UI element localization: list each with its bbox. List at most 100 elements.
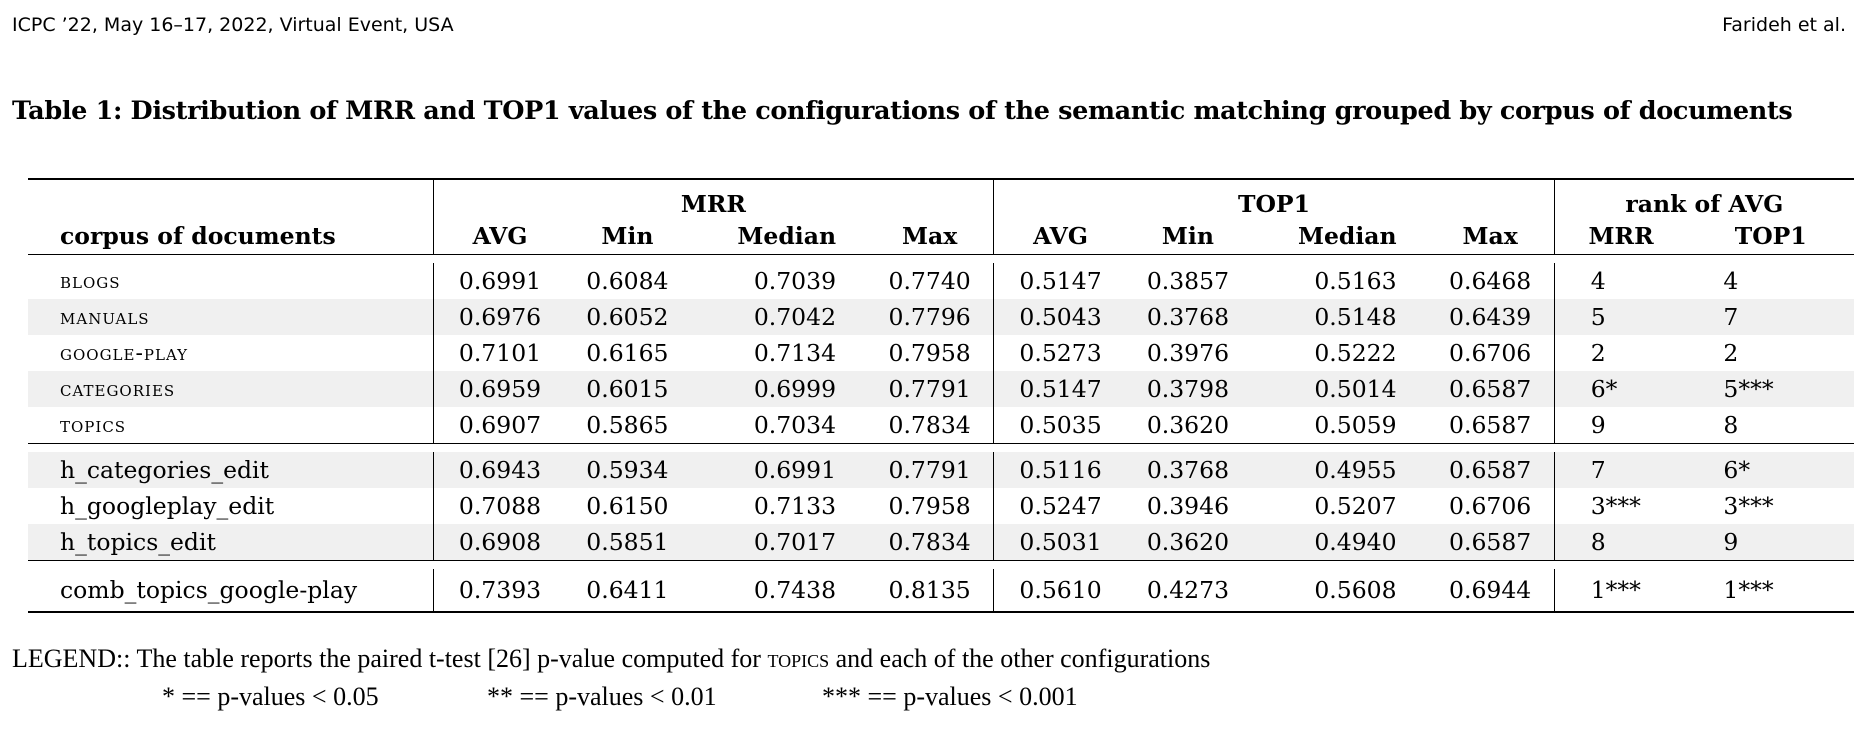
cell-mrr-min: 0.6052	[566, 299, 689, 335]
cell-top1-avg: 0.5147	[993, 371, 1127, 407]
cell-rank-mrr: 9	[1553, 407, 1688, 444]
cell-top1-median: 0.4955	[1248, 452, 1427, 488]
cell-mrr-min: 0.5934	[566, 452, 689, 488]
cell-top1-avg: 0.5147	[993, 263, 1127, 299]
cell-mrr-median: 0.7039	[753, 267, 837, 295]
cell-mrr-min: 0.6411	[586, 576, 669, 604]
table-group-edited-corpora: h_categories_edit 0.6943 0.5934 0.6991 0.779…	[28, 452, 1854, 561]
table-row: manuals 0.6976 0.6052 0.7042 0.7796 0.5043 0.3…	[28, 299, 1854, 335]
cell-mrr-max: 0.8135	[888, 576, 971, 604]
cell-mrr-max: 0.7834	[888, 411, 971, 439]
group-header-mrr: MRR	[432, 180, 994, 218]
cell-mrr-median: 0.6999	[688, 371, 867, 407]
cell-mrr-max: 0.7791	[866, 452, 994, 488]
table-row: blogs 0.6991 0.6084 0.7039 0.7740 0.5147 0.385…	[28, 263, 1854, 299]
cell-top1-avg: 0.5610	[993, 569, 1127, 612]
table-legend: LEGEND:: The table reports the paired t-…	[12, 640, 1210, 716]
cell-top1-avg: 0.5247	[993, 488, 1127, 524]
cell-top1-median: 0.4940	[1248, 524, 1427, 561]
table-row: comb_topics_google-play 0.7393 0.6411 0.743…	[28, 569, 1854, 612]
cell-mrr-median: 0.7438	[753, 576, 837, 604]
cell-corpus: h_topics_edit	[28, 524, 434, 561]
column-header-top1-median: Median	[1297, 222, 1397, 250]
cell-mrr-avg: 0.6959	[432, 371, 567, 407]
cell-mrr-avg: 0.6976	[432, 299, 567, 335]
cell-mrr-avg: 0.7101	[432, 335, 567, 371]
cell-top1-avg: 0.5273	[993, 335, 1127, 371]
cell-top1-min: 0.4273	[1146, 576, 1230, 604]
cell-rank-top1: 4	[1723, 267, 1739, 295]
cell-rank-mrr: 7	[1553, 452, 1688, 488]
cell-top1-max: 0.6706	[1449, 492, 1532, 520]
running-header: ICPC ’22, May 16–17, 2022, Virtual Event…	[12, 14, 1846, 36]
table-row: topics 0.6907 0.5865 0.7034 0.7834 0.5035 0.36…	[28, 407, 1854, 444]
cell-rank-top1: 7	[1687, 299, 1854, 335]
table-group-combined-corpora: comb_topics_google-play 0.7393 0.6411 0.743…	[28, 569, 1854, 612]
cell-mrr-max: 0.7958	[888, 339, 971, 367]
table-header-columns: corpus of documents AVG Min Median Max A…	[28, 218, 1854, 255]
cell-rank-top1: 2	[1723, 339, 1739, 367]
column-header-top1-min: Min	[1161, 222, 1214, 250]
cell-mrr-min: 0.5865	[586, 411, 669, 439]
cell-mrr-avg: 0.6991	[432, 263, 567, 299]
cell-corpus: topics	[60, 412, 127, 438]
cell-top1-min: 0.3768	[1126, 299, 1249, 335]
cell-mrr-min: 0.6150	[586, 492, 669, 520]
cell-mrr-min: 0.5851	[566, 524, 689, 561]
cell-corpus: categories	[28, 371, 434, 407]
cell-top1-avg: 0.5116	[993, 452, 1127, 488]
results-table: MRR TOP1 rank of AVG corpus of documents…	[28, 178, 1854, 614]
table-caption: Table 1: Distribution of MRR and TOP1 va…	[12, 96, 1793, 126]
legend-p0001: *** == p-values < 0.001	[822, 682, 1078, 711]
cell-top1-min: 0.3768	[1126, 452, 1249, 488]
cell-top1-avg: 0.5043	[993, 299, 1127, 335]
cell-rank-mrr: 1***	[1553, 569, 1688, 612]
cell-corpus: comb_topics_google-play	[60, 576, 358, 604]
column-header-mrr-median: Median	[737, 222, 837, 250]
cell-top1-max: 0.6468	[1449, 267, 1532, 295]
table-row: h_categories_edit 0.6943 0.5934 0.6991 0.779…	[28, 452, 1854, 488]
cell-rank-top1: 9	[1687, 524, 1854, 561]
cell-top1-min: 0.3620	[1146, 411, 1230, 439]
cell-mrr-median: 0.7017	[688, 524, 867, 561]
column-header-rank-mrr: MRR	[1553, 218, 1688, 255]
cell-mrr-min: 0.6084	[586, 267, 669, 295]
table-group-base-corpora: blogs 0.6991 0.6084 0.7039 0.7740 0.5147 0.385…	[28, 263, 1854, 444]
cell-corpus: blogs	[60, 268, 121, 294]
cell-top1-avg: 0.5031	[993, 524, 1127, 561]
group-header-rank: rank of AVG	[1553, 180, 1854, 218]
cell-rank-mrr: 2	[1553, 335, 1688, 371]
cell-mrr-avg: 0.6908	[432, 524, 567, 561]
cell-mrr-avg: 0.7088	[432, 488, 567, 524]
cell-top1-min: 0.3620	[1126, 524, 1249, 561]
table-row: h_googleplay_edit 0.7088 0.6150 0.7133 0.795…	[28, 488, 1854, 524]
cell-mrr-median: 0.7042	[688, 299, 867, 335]
column-header-corpus: corpus of documents	[60, 222, 336, 250]
legend-line-2: * == p-values < 0.05 ** == p-values < 0.…	[12, 678, 1210, 716]
column-header-mrr-avg: AVG	[432, 218, 567, 255]
legend-topics-word: topics	[767, 644, 830, 673]
cell-top1-max: 0.6587	[1426, 452, 1555, 488]
cell-top1-median: 0.5059	[1314, 411, 1397, 439]
column-header-top1-avg: AVG	[993, 218, 1127, 255]
cell-mrr-max: 0.7740	[888, 267, 971, 295]
legend-p001: ** == p-values < 0.01	[487, 682, 717, 711]
column-header-mrr-min: Min	[601, 222, 654, 250]
cell-top1-median: 0.5222	[1314, 339, 1397, 367]
cell-rank-mrr: 6*	[1553, 371, 1688, 407]
legend-prefix: LEGEND:: The table reports the paired t-…	[12, 644, 768, 673]
cell-mrr-median: 0.7034	[753, 411, 837, 439]
running-header-right: Farideh et al.	[1722, 14, 1846, 36]
cell-rank-top1: 5***	[1687, 371, 1854, 407]
cell-mrr-min: 0.6165	[586, 339, 669, 367]
cell-rank-top1: 8	[1723, 411, 1739, 439]
cell-top1-median: 0.5163	[1314, 267, 1397, 295]
table-header-groups: MRR TOP1 rank of AVG	[28, 180, 1854, 218]
cell-mrr-median: 0.7133	[753, 492, 837, 520]
cell-corpus: h_categories_edit	[28, 452, 434, 488]
column-header-mrr-max: Max	[901, 222, 958, 250]
cell-top1-median: 0.5148	[1248, 299, 1427, 335]
cell-corpus: manuals	[28, 299, 434, 335]
cell-mrr-median: 0.7134	[753, 339, 837, 367]
cell-rank-mrr: 3***	[1553, 488, 1688, 524]
